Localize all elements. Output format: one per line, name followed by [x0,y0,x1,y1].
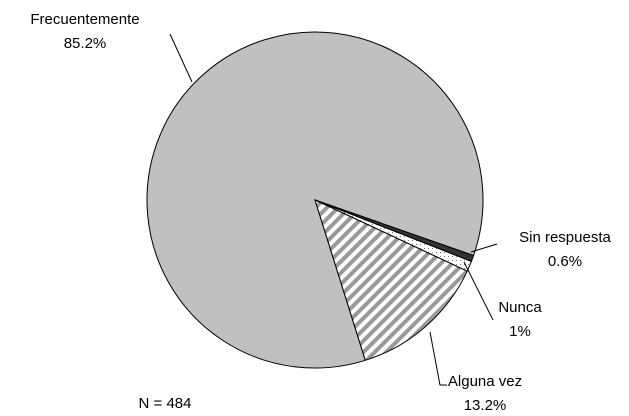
pie-slice [314,199,468,361]
slice-label: Frecuentemente [30,11,139,28]
leader-line [470,243,498,253]
slice-value-label: 85.2% [64,35,107,52]
slice-value-label: 0.6% [548,253,582,270]
leader-line [463,261,494,321]
leader-line [429,331,447,386]
leader-line [169,33,193,83]
slice-label: Sin respuesta [519,229,611,246]
slice-value-label: 13.2% [464,397,507,414]
slice-value-label: 1% [509,323,531,340]
slice-label: Alguna vez [448,373,522,390]
annotation: N = 484 [139,395,192,412]
slice-label: Nunca [498,299,542,316]
